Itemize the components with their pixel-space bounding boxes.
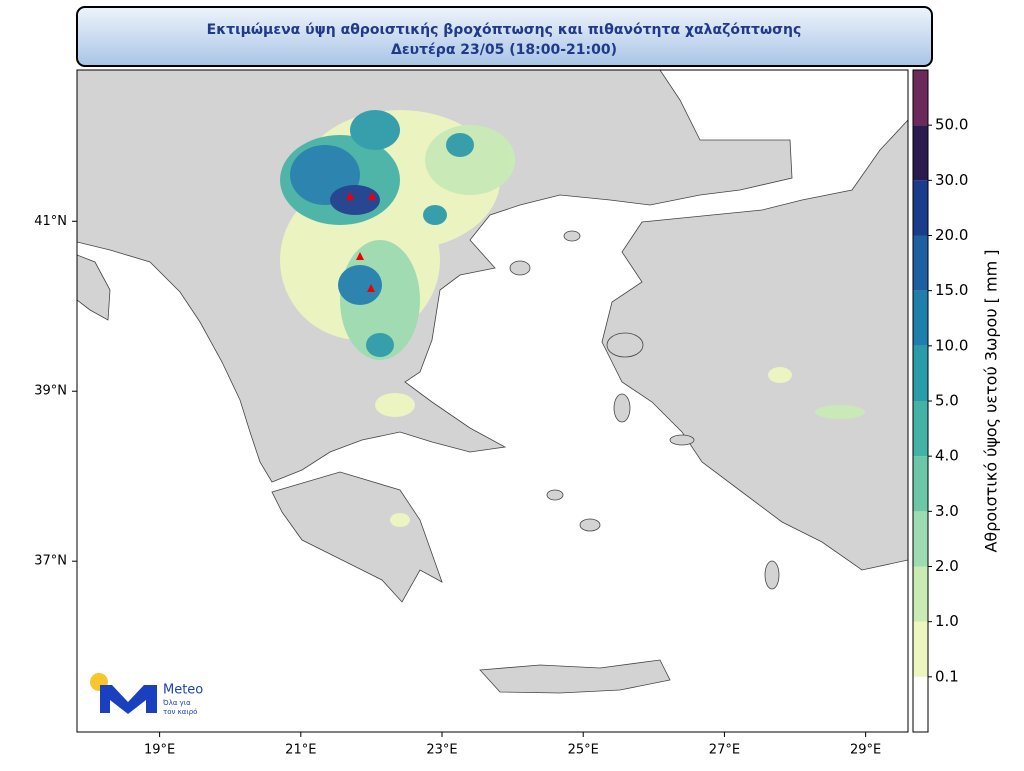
y-tick-label: 37°N xyxy=(34,554,67,569)
colorbar-segment xyxy=(913,290,928,346)
colorbar-label: 4.0 xyxy=(935,447,959,465)
title: Εκτιμώμενα ύψη αθροιστικής βροχόπτωσης κ… xyxy=(207,22,802,38)
logo-name: Meteo xyxy=(163,683,203,698)
x-tick-label: 21°E xyxy=(285,743,316,758)
island xyxy=(579,518,601,532)
x-tick-label: 27°E xyxy=(709,743,740,758)
island xyxy=(669,434,695,446)
x-tick-label: 29°E xyxy=(850,743,881,758)
colorbar-label: 30.0 xyxy=(935,171,968,189)
colorbar-segment xyxy=(913,70,928,126)
colorbar-segment xyxy=(913,125,928,181)
island xyxy=(546,489,564,501)
colorbar-label: 0.1 xyxy=(935,667,959,685)
land-turkey xyxy=(601,119,908,571)
island xyxy=(509,260,531,276)
colorbar-label: 5.0 xyxy=(935,392,959,410)
logo: Meteo Όλα για τον καιρό xyxy=(90,673,203,716)
logo-tagline: τον καιρό xyxy=(163,708,197,716)
land-italy xyxy=(77,254,111,321)
hail-markers xyxy=(346,192,376,292)
colorbar-label: 1.0 xyxy=(935,612,959,630)
colorbar-label: 15.0 xyxy=(935,281,968,299)
colorbar-segment xyxy=(913,401,928,457)
subtitle: Δευτέρα 23/05 (18:00-21:00) xyxy=(391,42,617,58)
colorbar-segment xyxy=(913,180,928,236)
colorbar-label: 3.0 xyxy=(935,502,959,520)
colorbar-label: 20.0 xyxy=(935,226,968,244)
colorbar-segment xyxy=(913,511,928,567)
title-box xyxy=(76,6,933,67)
map-frame xyxy=(76,69,909,733)
colorbar-segment xyxy=(913,235,928,291)
colorbar-segment xyxy=(913,456,928,512)
island xyxy=(563,230,581,242)
colorbar-segment xyxy=(913,621,928,677)
colorbar-segment xyxy=(913,345,928,401)
y-tick-label: 41°N xyxy=(34,214,67,229)
map: Meteo Όλα για τον καιρό xyxy=(77,70,908,732)
land-peloponnese xyxy=(271,471,443,603)
colorbar: 0.1 1.0 2.0 3.0 4.0 5.0 10.0 15.0 20.0 30.0 50.0 xyxy=(912,69,968,733)
x-tick-label: 23°E xyxy=(426,743,457,758)
colorbar-segment xyxy=(913,676,928,732)
colorbar-label: 2.0 xyxy=(935,557,959,575)
x-tick-label: 25°E xyxy=(568,743,599,758)
x-tick-label: 19°E xyxy=(144,743,175,758)
colorbar-title: Αθροιστικό ύψος υετού 3ωρου [ mm ] xyxy=(982,249,1001,552)
y-tick-label: 39°N xyxy=(34,384,67,399)
logo-tagline: Όλα για xyxy=(162,699,191,707)
island xyxy=(606,332,644,358)
land-crete xyxy=(479,659,671,694)
colorbar-segment xyxy=(913,566,928,622)
colorbar-label: 10.0 xyxy=(935,336,968,354)
island xyxy=(764,560,780,590)
island xyxy=(613,393,631,423)
colorbar-label: 50.0 xyxy=(935,116,968,134)
